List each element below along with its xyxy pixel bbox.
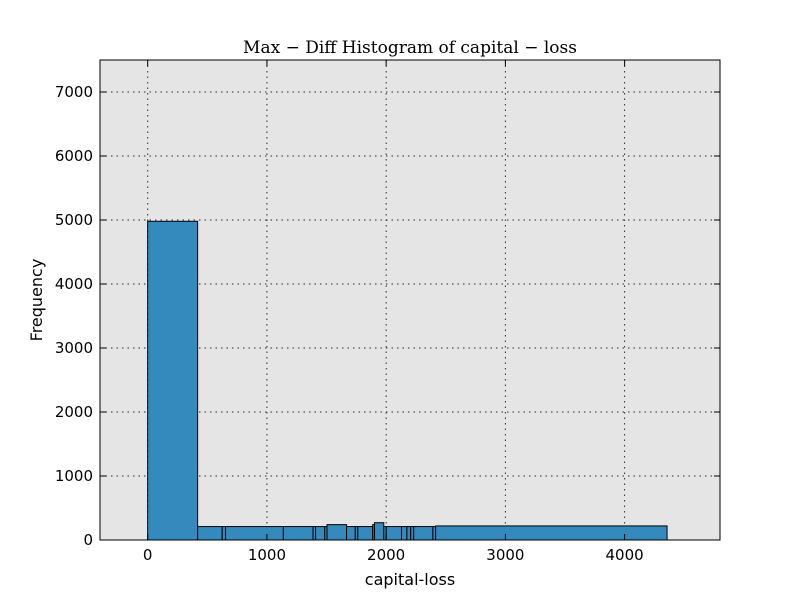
x-tick-label-4: 4000	[606, 546, 644, 564]
histogram-bar-3	[225, 526, 284, 541]
histogram-bar-9	[346, 526, 356, 541]
x-tick-label-2: 2000	[367, 546, 405, 564]
histogram-bar-21	[435, 525, 668, 541]
histogram-bar-11	[357, 526, 374, 541]
y-tick-label-0: 0	[83, 531, 93, 549]
y-tick-label-4: 4000	[55, 275, 93, 293]
plot-area	[100, 60, 720, 540]
histogram-bar-13	[373, 522, 385, 541]
y-tick-label-5: 5000	[55, 211, 93, 229]
histogram-bar-19	[413, 526, 434, 541]
histogram-bar-1	[197, 526, 223, 541]
histogram-bars	[147, 220, 668, 541]
x-tick-label-0: 0	[143, 546, 153, 564]
y-tick-label-6: 6000	[55, 147, 93, 165]
y-axis-label: Frequency	[27, 259, 46, 342]
y-tick-label-7: 7000	[55, 83, 93, 101]
x-tick-label-3: 3000	[486, 546, 524, 564]
plot-frame	[99, 59, 721, 541]
histogram-bar-6	[315, 526, 326, 541]
chart-title: Max − Diff Histogram of capital − loss	[243, 38, 577, 58]
histogram-bar-15	[385, 526, 403, 541]
x-axis-label: capital-loss	[365, 570, 455, 589]
x-tick-label-1: 1000	[248, 546, 286, 564]
x-axis-ticks: 0 1000 2000 3000 4000	[143, 60, 644, 564]
histogram-bar-0	[147, 220, 199, 541]
histogram-bar-16	[401, 526, 408, 541]
histogram-bar-17	[406, 526, 412, 541]
histogram-bar-2	[221, 526, 227, 541]
y-tick-label-1: 1000	[55, 467, 93, 485]
y-tick-label-3: 3000	[55, 339, 93, 357]
y-tick-label-2: 2000	[55, 403, 93, 421]
histogram-bar-8	[326, 524, 348, 541]
histogram-bar-4	[282, 526, 314, 541]
y-axis-ticks: 0 1000 2000 3000 4000 5000 6000 7000	[55, 83, 720, 549]
